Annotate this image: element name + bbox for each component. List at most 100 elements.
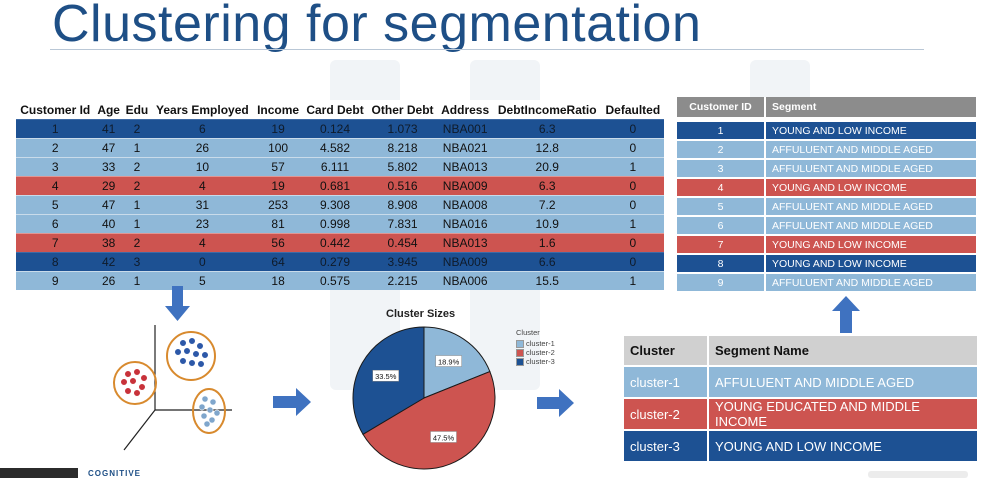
title-divider — [50, 49, 924, 50]
table-cell: 26 — [151, 138, 254, 158]
table-cell: 100 — [253, 138, 303, 158]
table-cell: 6 — [16, 214, 95, 234]
table-row: 3 33 2 10 57 6.111 5.802 NBA013 20.9 1 — [16, 157, 664, 177]
table-cell: 6.111 — [302, 157, 368, 177]
legend-label: cluster-3 — [526, 357, 555, 366]
table-cell: 20.9 — [492, 157, 602, 177]
pie-chart-legend: Cluster cluster-1 cluster-2 cluster-3 — [516, 328, 555, 366]
table-cell: 8 — [16, 252, 95, 272]
table-row: 6 AFFULUENT AND MIDDLE AGED — [677, 215, 976, 235]
table-cell: NBA008 — [437, 195, 493, 215]
table-cell: 81 — [253, 214, 303, 234]
table-cell: 2 — [122, 119, 152, 139]
customer-id-cell: 5 — [677, 196, 766, 216]
table-cell: 0.279 — [302, 252, 368, 272]
table-cell: 6.3 — [492, 119, 602, 139]
legend-entry: cluster-1 — [516, 339, 555, 348]
table-row: 2 AFFULUENT AND MIDDLE AGED — [677, 139, 976, 159]
table-header-row: Customer ID Segment — [677, 97, 976, 120]
table-cell: 9.308 — [302, 195, 368, 215]
legend-swatch — [516, 348, 524, 357]
column-header: Defaulted — [601, 100, 664, 120]
cluster-name-cell: cluster-3 — [624, 429, 709, 461]
column-header: Other Debt — [367, 100, 438, 120]
table-cell: 0 — [601, 195, 664, 215]
segment-cell: AFFULUENT AND MIDDLE AGED — [765, 158, 976, 178]
segment-cell: YOUNG AND LOW INCOME — [765, 117, 976, 140]
column-header: Segment Name — [708, 336, 977, 366]
table-row: 4 29 2 4 19 0.681 0.516 NBA009 6.3 0 — [16, 176, 664, 196]
column-header: Customer ID — [677, 97, 766, 120]
red-cluster-group — [113, 361, 157, 405]
table-cell: NBA009 — [437, 252, 493, 272]
table-cell: 0.124 — [302, 119, 368, 139]
table-cell: 56 — [253, 233, 303, 253]
table-cell: 6.3 — [492, 176, 602, 196]
table-cell: 0.681 — [302, 176, 368, 196]
table-row: cluster-1 AFFULUENT AND MIDDLE AGED — [624, 365, 977, 398]
table-cell: NBA001 — [437, 119, 493, 139]
table-row: cluster-3 YOUNG AND LOW INCOME — [624, 429, 977, 461]
segment-name-cell: AFFULUENT AND MIDDLE AGED — [708, 365, 977, 398]
table-row: 1 YOUNG AND LOW INCOME — [677, 117, 976, 140]
table-cell: 3 — [122, 252, 152, 272]
customer-segment-table: Customer ID Segment 1 YOUNG AND LOW INCOME… — [677, 97, 976, 291]
blue-cluster-group — [166, 331, 216, 381]
table-row: 2 47 1 26 100 4.582 8.218 NBA021 12.8 0 — [16, 138, 664, 158]
column-header: Edu — [122, 100, 152, 120]
customer-id-cell: 8 — [677, 253, 766, 273]
table-cell: 0 — [601, 233, 664, 253]
table-cell: 26 — [94, 271, 123, 290]
segment-cell: AFFULUENT AND MIDDLE AGED — [765, 215, 976, 235]
table-header-row: Customer Id Age Edu Years Employed Income Car… — [16, 100, 664, 120]
table-row: 5 47 1 31 253 9.308 8.908 NBA008 7.2 0 — [16, 195, 664, 215]
table-cell: 5 — [16, 195, 95, 215]
segment-cell: YOUNG AND LOW INCOME — [765, 234, 976, 254]
table-cell: 7 — [16, 233, 95, 253]
segment-cell: AFFULUENT AND MIDDLE AGED — [765, 139, 976, 159]
table-cell: 0 — [601, 138, 664, 158]
table-cell: 10 — [151, 157, 254, 177]
column-header: Card Debt — [302, 100, 368, 120]
pie-chart-title: Cluster Sizes — [386, 308, 456, 320]
table-cell: 47 — [94, 138, 123, 158]
segment-name-cell: YOUNG EDUCATED AND MIDDLE INCOME — [708, 397, 977, 430]
table-cell: NBA021 — [437, 138, 493, 158]
legend-swatch — [516, 357, 524, 366]
customer-id-cell: 2 — [677, 139, 766, 159]
light-blue-cluster-group — [192, 388, 226, 434]
table-cell: 42 — [94, 252, 123, 272]
table-cell: 4.582 — [302, 138, 368, 158]
table-cell: 41 — [94, 119, 123, 139]
table-cell: 0 — [601, 252, 664, 272]
table-cell: 33 — [94, 157, 123, 177]
customer-data-table: Customer Id Age Edu Years Employed Income Car… — [16, 100, 664, 290]
table-cell: 0 — [601, 119, 664, 139]
up-arrow-icon — [832, 296, 860, 333]
table-row: 7 YOUNG AND LOW INCOME — [677, 234, 976, 254]
pie-slice-label: 33.5% — [375, 372, 397, 381]
table-cell: 1.073 — [367, 119, 438, 139]
footer-video-controls — [868, 471, 968, 478]
table-cell: 8.908 — [367, 195, 438, 215]
table-cell: 1 — [601, 214, 664, 234]
table-cell: 0.442 — [302, 233, 368, 253]
column-header: Customer Id — [16, 100, 95, 120]
table-cell: 19 — [253, 176, 303, 196]
table-cell: 64 — [253, 252, 303, 272]
cluster-name-cell: cluster-1 — [624, 365, 709, 398]
table-cell: 2.215 — [367, 271, 438, 290]
table-cell: 1 — [16, 119, 95, 139]
customer-id-cell: 7 — [677, 234, 766, 254]
table-row: 8 YOUNG AND LOW INCOME — [677, 253, 976, 273]
table-row: 8 42 3 0 64 0.279 3.945 NBA009 6.6 0 — [16, 252, 664, 272]
table-cell: NBA013 — [437, 157, 493, 177]
table-cell: 1 — [122, 271, 152, 290]
legend-title: Cluster — [516, 328, 540, 337]
segment-cell: AFFULUENT AND MIDDLE AGED — [765, 196, 976, 216]
table-cell: 18 — [253, 271, 303, 290]
pie-label-box — [435, 355, 462, 367]
table-cell: 29 — [94, 176, 123, 196]
pie-chart: 18.9% 47.5% 33.5% — [352, 326, 496, 470]
